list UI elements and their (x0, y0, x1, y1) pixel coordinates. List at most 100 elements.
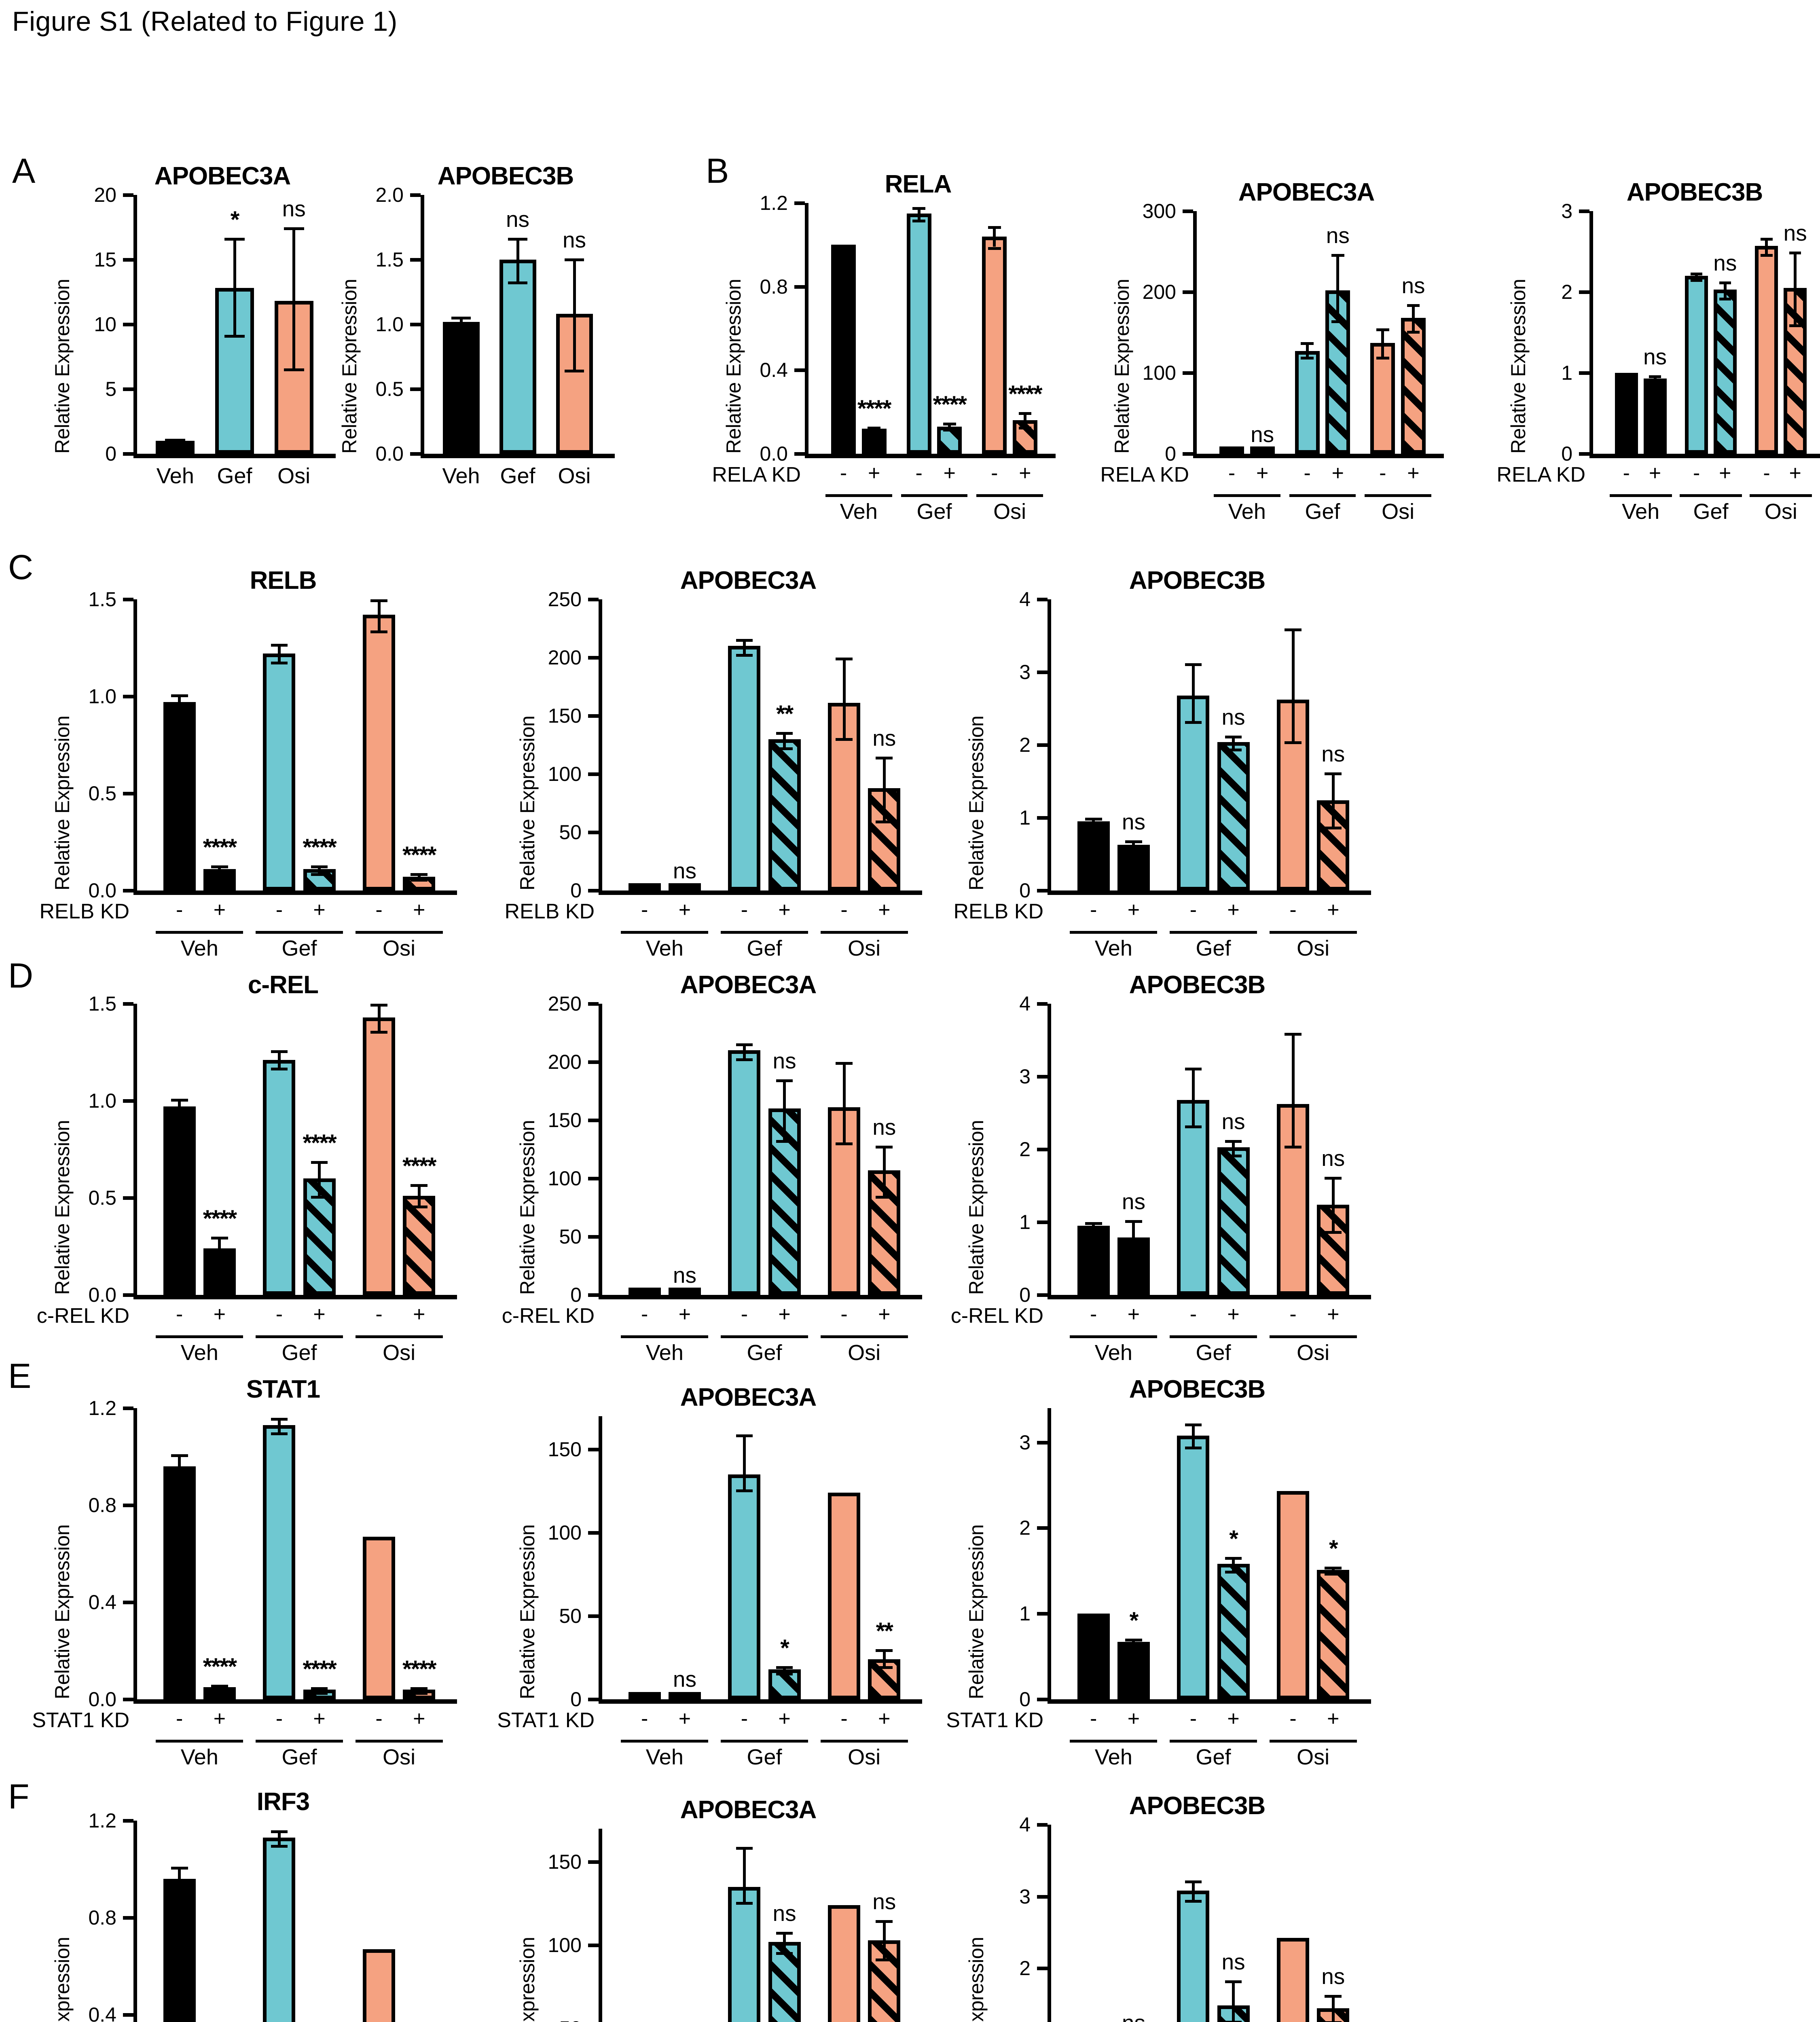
group-rule (355, 931, 443, 934)
y-tick-label: 20 (94, 184, 116, 206)
error-bar-cap (736, 1847, 753, 1850)
kd-state-minus: - (641, 1303, 648, 1326)
error-bar (882, 1920, 886, 1959)
error-bar-cap (876, 1196, 893, 1199)
y-tick-label: 0.0 (88, 1688, 116, 1711)
kd-state-minus: - (641, 1707, 648, 1730)
group-rule (256, 1335, 343, 1338)
error-bar-cap (370, 630, 387, 633)
y-tick-label: 100 (548, 763, 582, 785)
bar (728, 646, 761, 890)
error-bar-cap (411, 1206, 428, 1209)
kd-state-plus: + (678, 1707, 691, 1730)
y-axis (133, 1004, 137, 1295)
y-axis (133, 1821, 137, 2022)
y-tick (1037, 1823, 1048, 1827)
y-tick-label: 0.4 (88, 1591, 116, 1614)
error-bar (1132, 1638, 1135, 1646)
error-bar-cap (1225, 1557, 1242, 1560)
y-tick (1037, 1220, 1048, 1224)
y-tick-label: 1.2 (760, 192, 788, 214)
error-bar (1092, 818, 1095, 825)
error-bar-cap (1225, 2020, 1242, 2022)
significance-label: ns (1221, 704, 1245, 730)
bar (1117, 1642, 1150, 1699)
error-bar (1336, 254, 1340, 320)
kd-state-plus: + (1227, 1303, 1240, 1326)
group-rule (1070, 931, 1158, 934)
plot-title: RELA (885, 170, 952, 198)
group-rule (256, 931, 343, 934)
y-tick-label: 100 (548, 1521, 582, 1544)
significance-label: ns (673, 1263, 696, 1288)
error-bar-cap (508, 237, 527, 241)
kd-state-plus: + (1127, 898, 1140, 922)
bar (263, 1060, 296, 1295)
kd-state-plus: + (878, 898, 891, 922)
error-bar-cap (1301, 357, 1314, 360)
significance-label: ns (1251, 422, 1274, 447)
group-rule (621, 931, 709, 934)
y-tick-label: 150 (548, 1851, 582, 1874)
y-tick (123, 889, 133, 893)
error-bar-cap (1225, 749, 1242, 751)
y-tick-label: 250 (548, 588, 582, 611)
significance-label: * (1229, 1526, 1238, 1552)
group-rule (820, 931, 908, 934)
y-tick-label: 150 (548, 1109, 582, 1132)
plot-title: APOBEC3A (680, 971, 817, 999)
bar (982, 236, 1007, 454)
error-bar (178, 1454, 181, 1476)
plot-area: 0 100 200 300 ns ns ns (1143, 200, 1444, 465)
y-tick (588, 656, 599, 660)
chart-f1: IRF3Relative Expression0.00.40.81.2*****… (51, 1787, 449, 2022)
significance-label: ns (1321, 741, 1345, 767)
y-axis (133, 599, 137, 890)
bar (1177, 695, 1210, 890)
panel-letter-b: B (706, 152, 729, 190)
error-bar-cap (171, 1476, 188, 1479)
group-label: Osi (1297, 936, 1330, 960)
error-bar (743, 1434, 746, 1490)
panel-letter-a: A (12, 152, 36, 190)
significance-label: ns (1122, 2010, 1145, 2022)
y-tick (588, 831, 599, 834)
significance-label: * (230, 206, 240, 233)
group-label: Gef (1693, 499, 1729, 524)
group-rule (1070, 1740, 1158, 1743)
y-tick-label: 50 (460, 2017, 582, 2022)
y-tick (1037, 1895, 1048, 1899)
error-bar-cap (284, 227, 304, 230)
kd-state-plus: + (1019, 461, 1031, 485)
kd-state-minus: - (741, 1303, 748, 1326)
kd-state-plus: + (678, 1303, 691, 1326)
bar (1117, 844, 1150, 890)
error-bar (1092, 1222, 1095, 1229)
panel-letter-d: D (8, 956, 34, 995)
y-tick (123, 1819, 133, 1823)
error-bar (1291, 1033, 1295, 1146)
error-bar-cap (943, 429, 956, 431)
error-bar-cap (1125, 840, 1142, 843)
panel-letter-e: E (8, 1357, 32, 1396)
error-bar-cap (1085, 1222, 1102, 1225)
plot-title: APOBEC3A (680, 567, 817, 594)
y-tick (1037, 1075, 1048, 1079)
x-axis (1048, 890, 1371, 895)
y-tick (1183, 371, 1193, 375)
y-tick-label: 1.5 (88, 992, 116, 1015)
group-label: Osi (1764, 499, 1797, 524)
y-tick (123, 1504, 133, 1507)
group-rule (1170, 1335, 1257, 1338)
panel-letter-f: F (8, 1777, 30, 1816)
y-tick-label: 250 (548, 992, 582, 1015)
error-bar (1132, 1220, 1135, 1251)
y-tick-label: 3 (1019, 1431, 1031, 1454)
error-bar-cap (1690, 273, 1703, 275)
error-bar-cap (988, 226, 1001, 229)
y-tick (1183, 290, 1193, 294)
y-tick-label: 100 (548, 1167, 582, 1190)
y-tick (410, 387, 421, 391)
bar (1401, 318, 1426, 454)
